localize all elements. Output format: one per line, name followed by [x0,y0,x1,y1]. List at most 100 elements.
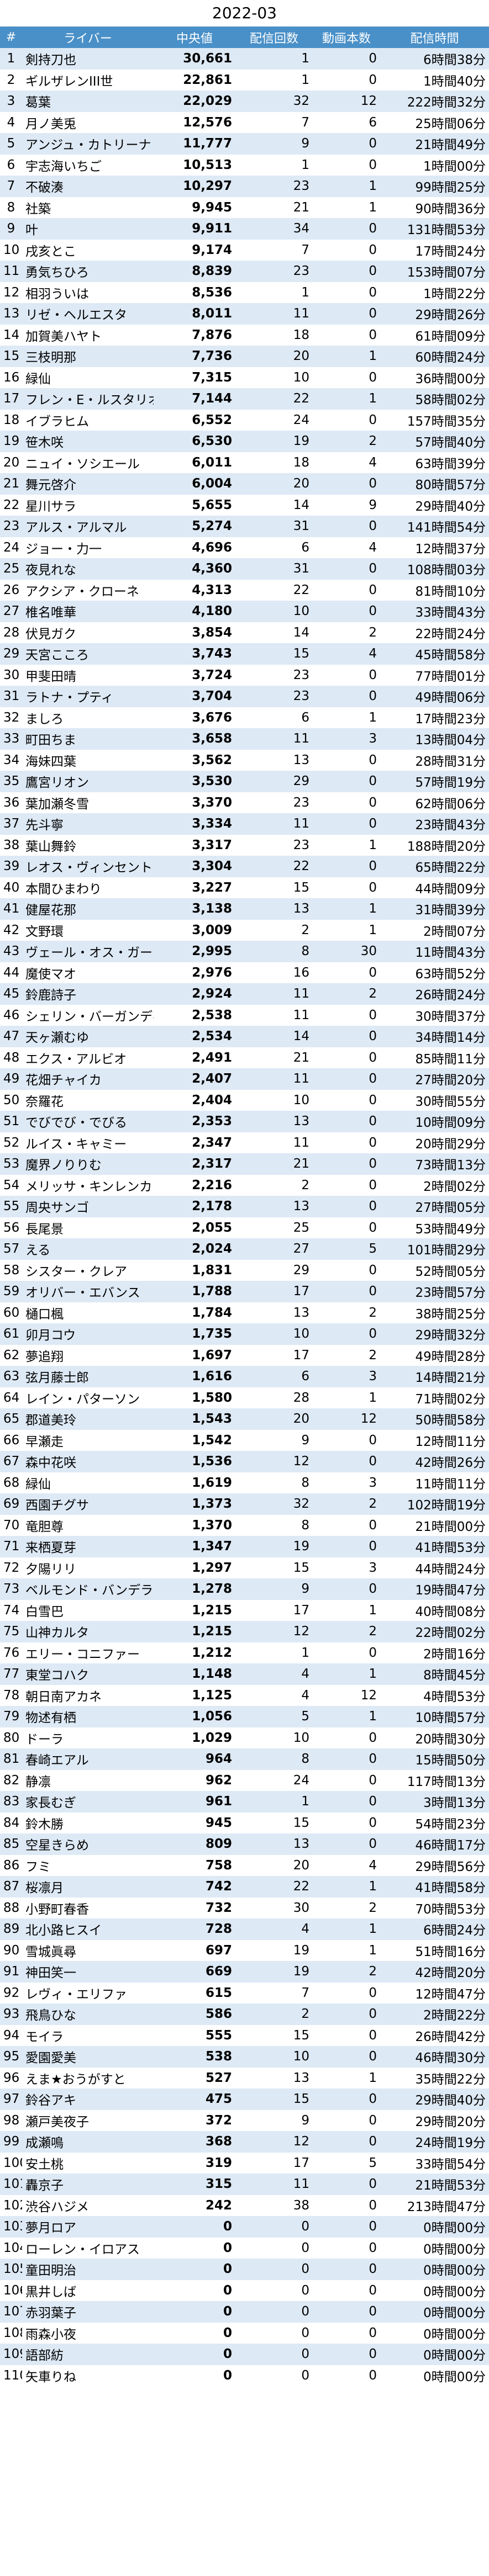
liver-name: 森中花咲 [25,1456,76,1471]
median-value: 7,315 [192,370,232,385]
stream-count: 17 [293,1348,309,1363]
rank-cell: 17 [3,391,20,406]
liver-name: 宇志海いちご [25,159,102,174]
liver-name: 来栖夏芽 [25,1541,76,1556]
stream-count: 1 [301,1794,309,1809]
table-row: 44 魔使マオ 2,976 16 0 63時間52分 [0,962,489,983]
rank-cell: 103 [3,2219,22,2234]
rank-cell: 58 [3,1263,20,1278]
table-row: 76 エリー・コニファー 1,212 1 0 2時間16分 [0,1642,489,1663]
video-count: 0 [369,1433,377,1448]
rank-cell: 94 [3,2028,20,2043]
liver-name: シェリン・バーガンディ [25,1009,154,1024]
median-value: 3,658 [192,732,232,746]
stream-count-header[interactable]: 配信回数 [235,26,313,48]
stream-count: 18 [293,455,309,470]
median-value: 4,313 [192,582,232,597]
stream-time: 54時間23分 [415,1817,486,1832]
stream-time: 188時間20分 [407,839,486,854]
table-row: 15 三枝明那 7,736 20 1 60時間24分 [0,346,489,367]
liver-name: 物述有栖 [25,1711,76,1726]
rank-cell: 46 [3,1008,20,1022]
table-row: 60 樋口楓 1,784 13 2 38時間25分 [0,1302,489,1323]
rank-cell: 109 [3,2347,22,2362]
rank-cell: 70 [3,1518,20,1533]
video-count: 0 [369,1837,377,1852]
video-count: 0 [369,370,377,385]
stream-time: 157時間35分 [407,414,486,429]
liver-name: 緑仙 [25,1477,51,1492]
stream-count: 20 [293,349,309,364]
table-row: 95 愛園愛美 538 10 0 46時間30分 [0,2046,489,2068]
video-count: 0 [369,752,377,767]
median-header[interactable]: 中央値 [154,26,235,48]
stream-count: 14 [293,625,309,640]
video-count: 1 [369,838,377,852]
rank-cell: 7 [7,179,15,194]
median-value: 4,696 [192,540,232,555]
rank-cell: 25 [3,561,20,576]
video-count: 0 [369,1008,377,1022]
median-value: 1,125 [192,1688,232,1703]
video-count: 1 [369,902,377,916]
median-value: 2,538 [192,1008,232,1022]
liver-name: 甲斐田晴 [25,669,76,684]
liver-name: エリー・コニファー [25,1647,140,1662]
liver-name: 轟京子 [25,2179,64,2193]
video-count: 12 [360,1688,377,1703]
stream-count: 15 [293,1815,309,1830]
stream-time-header[interactable]: 配信時間 [380,26,489,48]
liver-name: 文野環 [25,924,64,939]
liver-name: 長尾景 [25,1222,64,1237]
table-row: 102渋谷ハジメ 242 38 0 213時間47分 [0,2195,489,2216]
liver-name: 桜凛月 [25,1881,64,1896]
table-row: 58 シスター・クレア 1,831 29 0 52時間05分 [0,1259,489,1281]
rank-cell: 36 [3,795,20,810]
rank-cell: 10 [3,242,20,257]
table-row: 17 フレン・E・ルスタリオ 7,144 22 1 58時間02分 [0,388,489,410]
table-row: 94 モイラ 555 15 0 26時間42分 [0,2024,489,2046]
stream-count: 31 [293,519,309,534]
median-value: 0 [223,2304,232,2319]
stream-count: 11 [293,1072,309,1086]
liver-name: 相羽ういは [25,287,89,301]
stream-count: 22 [293,391,309,406]
stream-time: 0時間00分 [423,2285,486,2299]
liver-name: 早瀬走 [25,1434,64,1449]
stream-time: 29時間20分 [415,2114,486,2129]
stream-count: 32 [293,94,309,109]
rank-cell: 101 [3,2177,22,2192]
rank-header[interactable]: # [0,26,22,48]
table-row: 92 レヴィ・エリファ 615 7 0 12時間47分 [0,1982,489,2003]
video-count: 0 [369,880,377,895]
liver-name: 竜胆尊 [25,1519,64,1534]
liver-name: 笹木咲 [25,436,64,450]
median-value: 527 [205,2070,232,2085]
median-value: 3,854 [192,625,232,640]
rank-cell: 55 [3,1199,20,1214]
rank-cell: 82 [3,1773,20,1788]
video-count-header[interactable]: 動画本数 [313,26,380,48]
stream-count: 24 [293,1773,309,1788]
stream-time: 80時間57分 [415,478,486,493]
median-value: 6,011 [192,455,232,470]
stream-count: 0 [301,2262,309,2277]
median-value: 1,735 [192,1327,232,1342]
video-count: 0 [369,327,377,342]
median-value: 3,530 [192,774,232,789]
table-row: 30 甲斐田晴 3,724 23 0 77時間01分 [0,664,489,686]
video-count: 12 [360,1412,377,1427]
stream-time: 19時間47分 [415,1583,486,1598]
table-row: 61 卯月コウ 1,735 10 0 29時間32分 [0,1323,489,1345]
stream-time: 61時間09分 [415,329,486,344]
table-row: 65 郡道美玲 1,543 20 12 50時間58分 [0,1408,489,1430]
video-count: 1 [369,1709,377,1724]
liver-header[interactable]: ライバー [22,26,154,48]
video-count: 1 [369,1667,377,1682]
stream-count: 12 [293,2134,309,2149]
stream-time: 23時間57分 [415,1286,486,1301]
rank-cell: 73 [3,1582,20,1597]
stream-count: 10 [293,1327,309,1342]
video-count: 1 [369,179,377,194]
rank-cell: 75 [3,1624,20,1639]
